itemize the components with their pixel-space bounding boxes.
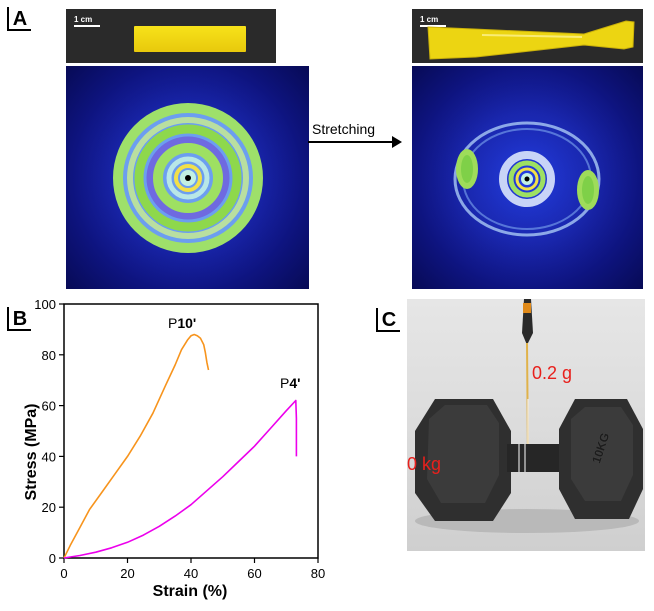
y-tick-label: 100	[34, 297, 56, 312]
x-tick-label: 0	[60, 566, 67, 581]
y-axis-label: Stress (MPa)	[23, 404, 40, 501]
series-line-0	[63, 333, 210, 559]
chart-axes: 0 20 40 60 80 0 20 40 60 80 100	[34, 297, 325, 581]
xrd-arcs-stretched	[419, 71, 635, 287]
stress-strain-chart: 0 20 40 60 80 0 20 40 60 80 100 P10' P4' Strain (%)…	[23, 297, 325, 600]
x-tick-label: 60	[247, 566, 261, 581]
x-tick-label: 80	[311, 566, 325, 581]
x-axis-label: Strain (%)	[153, 583, 228, 600]
y-tick-label: 40	[42, 449, 56, 464]
label-dumbbell-weight: 10 kg	[407, 454, 442, 474]
y-tick-label: 60	[42, 399, 56, 414]
sample-photo-stretched: 1 cm	[412, 9, 643, 63]
panel-label-a: A	[7, 7, 31, 31]
x-tick-label: 20	[120, 566, 134, 581]
panel-label-c: C	[376, 308, 400, 332]
series-label-1: P4'	[280, 375, 300, 391]
xrd-pattern-stretched	[412, 66, 643, 289]
scale-bar-left: 1 cm	[74, 15, 100, 27]
dumbbell-photo: 10KG 0.2 g 10 kg	[407, 299, 645, 551]
y-tick-label: 80	[42, 348, 56, 363]
x-tick-label: 40	[184, 566, 198, 581]
scale-bar-left-label: 1 cm	[74, 15, 93, 24]
series-label-0: P10'	[168, 315, 196, 331]
scale-bar-right-label: 1 cm	[420, 15, 439, 24]
sample-strip-stretched	[427, 20, 635, 60]
scale-bar-right: 1 cm	[420, 15, 446, 27]
series-line-1	[63, 399, 298, 559]
sample-strip-unstretched	[134, 26, 246, 52]
y-tick-label: 20	[42, 500, 56, 515]
stretching-label: Stretching	[312, 121, 376, 137]
stretching-arrow-head-icon	[392, 136, 402, 148]
panel-label-b: B	[7, 307, 31, 331]
label-fiber-weight: 0.2 g	[532, 363, 573, 383]
plot-frame	[63, 303, 319, 559]
chart-series: P10' P4'	[63, 315, 300, 559]
dumbbell-illustration	[415, 299, 643, 533]
y-tick-label: 0	[49, 551, 56, 566]
xrd-rings-unstretched	[78, 68, 298, 288]
stretching-arrow-line	[308, 141, 394, 143]
sample-photo-unstretched: 1 cm	[66, 9, 276, 63]
xrd-pattern-unstretched	[66, 66, 309, 289]
